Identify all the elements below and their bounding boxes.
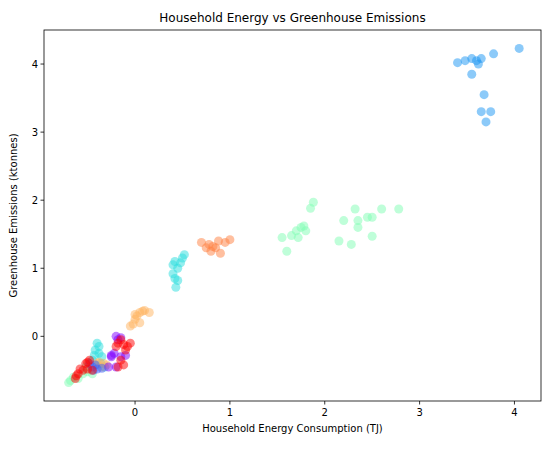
y-axis-label: Greenhouse Emissions (ktonnes) (8, 133, 19, 297)
point (339, 216, 348, 225)
tick-label: 0 (132, 407, 138, 418)
title: Household Energy vs Greenhouse Emissions (159, 11, 425, 25)
point (477, 54, 486, 63)
point (216, 249, 225, 258)
point (351, 205, 360, 214)
tick-label: 1 (227, 407, 233, 418)
point (481, 117, 490, 126)
points (64, 44, 524, 387)
chart: 0 1 2 3 4 0 1 2 3 4 Household Energy vs Greenhouse… (0, 0, 554, 455)
point (453, 58, 462, 67)
point (123, 342, 132, 351)
tick-label: 1 (32, 263, 38, 274)
point (180, 250, 189, 259)
point (309, 198, 318, 207)
tick-label: 3 (416, 407, 422, 418)
point (97, 364, 106, 373)
point (467, 70, 476, 79)
point (282, 247, 291, 256)
point (353, 216, 362, 225)
tick-label: 0 (32, 331, 38, 342)
tick (514, 401, 515, 405)
tick-label: 3 (32, 127, 38, 138)
point (515, 44, 524, 53)
point (278, 233, 287, 242)
point (112, 342, 121, 351)
point (89, 366, 98, 375)
tick (135, 401, 136, 405)
point (489, 49, 498, 58)
point (477, 107, 486, 116)
point (129, 320, 138, 329)
point (95, 342, 104, 351)
tick (324, 401, 325, 405)
point (294, 233, 303, 242)
background (0, 0, 554, 455)
tick (229, 401, 230, 405)
tick-label: 4 (32, 59, 38, 70)
tick (41, 268, 45, 269)
tick (41, 336, 45, 337)
point (368, 232, 377, 241)
point (208, 242, 217, 251)
x-axis-label: Household Energy Consumption (TJ) (202, 423, 383, 434)
tick (41, 64, 45, 65)
tick (419, 401, 420, 405)
tick-label: 2 (322, 407, 328, 418)
point (107, 352, 116, 361)
point (486, 107, 495, 116)
point (334, 237, 343, 246)
point (138, 307, 147, 316)
tick-label: 2 (32, 195, 38, 206)
tick-label: 4 (511, 407, 517, 418)
point (225, 235, 234, 244)
plot-frame (44, 30, 541, 401)
point (83, 358, 92, 367)
point (377, 205, 386, 214)
point (301, 226, 310, 235)
tick (41, 132, 45, 133)
point (480, 90, 489, 99)
point (347, 240, 356, 249)
point (368, 213, 377, 222)
point (394, 205, 403, 214)
point (113, 362, 122, 371)
point (88, 366, 97, 375)
tick (41, 200, 45, 201)
point (176, 258, 185, 267)
point (72, 371, 81, 380)
point (171, 283, 180, 292)
